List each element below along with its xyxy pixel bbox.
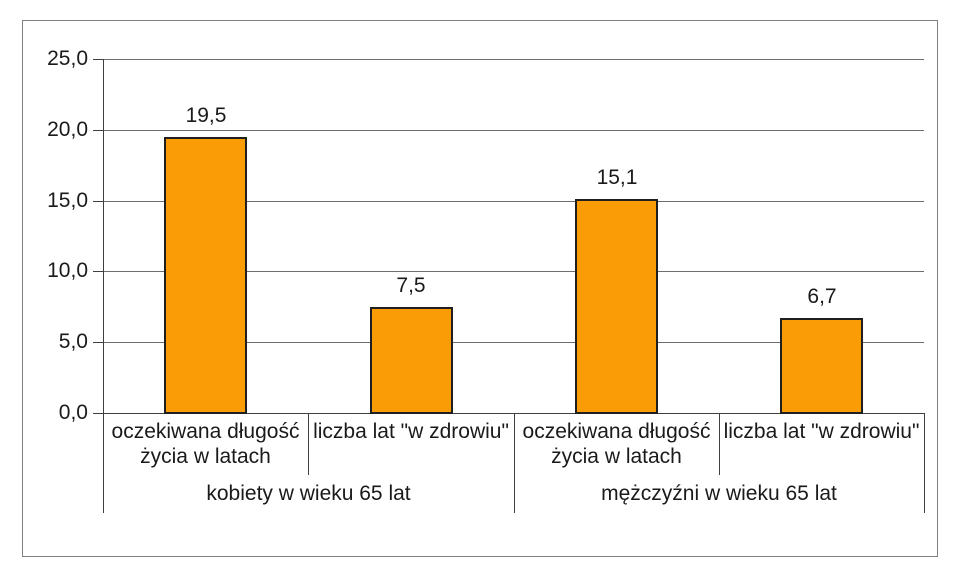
bar-value-label: 7,5 (396, 274, 426, 297)
group-separator (514, 413, 515, 513)
group-label: kobiety w wieku 65 lat (206, 482, 411, 505)
y-axis-tick (93, 271, 103, 272)
y-axis-tick-label: 5,0 (58, 330, 88, 353)
bar (780, 318, 863, 414)
category-separator (719, 413, 720, 475)
bar (370, 307, 453, 414)
y-axis-tick (93, 413, 103, 414)
category-label-line: życia w latach (140, 445, 271, 468)
category-label: liczba lat "w zdrowiu" (721, 419, 922, 444)
y-axis-tick (93, 130, 103, 131)
group-separator (103, 413, 104, 513)
y-axis-tick (93, 201, 103, 202)
group-label: mężczyźni w wieku 65 lat (601, 482, 837, 505)
bar-value-label: 19,5 (185, 104, 227, 127)
bar-value-label: 6,7 (807, 285, 837, 308)
y-axis-tick-label: 10,0 (47, 259, 88, 282)
y-axis-tick (93, 342, 103, 343)
category-label: oczekiwana długość życia w latach (516, 419, 717, 469)
y-axis-tick-label: 20,0 (47, 118, 88, 141)
gridline (103, 201, 924, 202)
gridline (103, 59, 924, 60)
group-separator (924, 413, 925, 513)
y-axis-tick-label: 15,0 (47, 189, 88, 212)
bar (575, 199, 658, 414)
category-label-line: liczba lat "w zdrowiu" (313, 420, 509, 443)
category-label: oczekiwana długość życia w latach (105, 419, 306, 469)
bar-value-label: 15,1 (596, 166, 638, 189)
y-axis-tick-label: 25,0 (47, 47, 88, 70)
category-separator (308, 413, 309, 475)
gridline (103, 130, 924, 131)
category-label-line: oczekiwana długość (111, 420, 300, 443)
category-label-line: życia w latach (551, 445, 682, 468)
gridline (103, 342, 924, 343)
gridline (103, 271, 924, 272)
y-axis-tick (93, 59, 103, 60)
category-label-line: oczekiwana długość (522, 420, 711, 443)
y-axis-line (103, 59, 104, 413)
category-label: liczba lat "w zdrowiu" (310, 419, 512, 444)
bar (164, 137, 247, 414)
y-axis-tick-label: 0,0 (58, 401, 88, 424)
category-label-line: liczba lat "w zdrowiu" (723, 420, 920, 443)
